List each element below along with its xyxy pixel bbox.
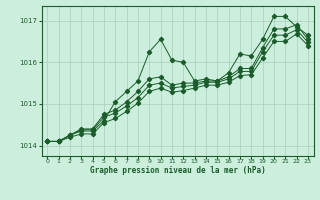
X-axis label: Graphe pression niveau de la mer (hPa): Graphe pression niveau de la mer (hPa) — [90, 166, 266, 175]
